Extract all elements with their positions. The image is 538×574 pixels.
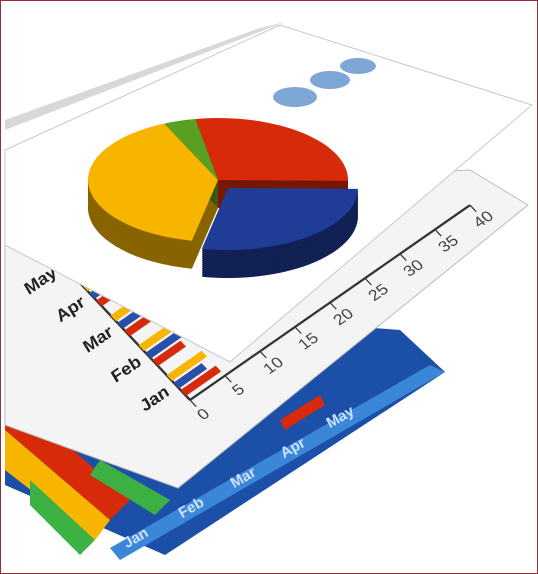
pie-slice — [87, 123, 218, 241]
tick-mark — [189, 399, 197, 407]
tick-mark — [434, 229, 442, 237]
tick-mark — [294, 326, 302, 334]
tick-mark — [469, 204, 477, 213]
tick-mark — [329, 302, 337, 310]
row-label: 10 — [14, 507, 34, 527]
tick-mark — [224, 375, 232, 383]
window-toolbar — [5, 22, 285, 130]
bar — [180, 365, 222, 396]
tick-mark — [259, 350, 267, 359]
pie-chart — [87, 117, 358, 278]
tick-mark — [364, 277, 372, 286]
bar — [166, 350, 208, 381]
bar — [145, 328, 187, 359]
pie-slice — [164, 118, 218, 180]
bar — [173, 363, 208, 389]
spreadsheet-band — [110, 365, 445, 560]
tick-mark — [399, 253, 407, 261]
pie-slice — [201, 188, 358, 250]
bar — [152, 340, 187, 366]
pie-slice — [195, 117, 349, 181]
